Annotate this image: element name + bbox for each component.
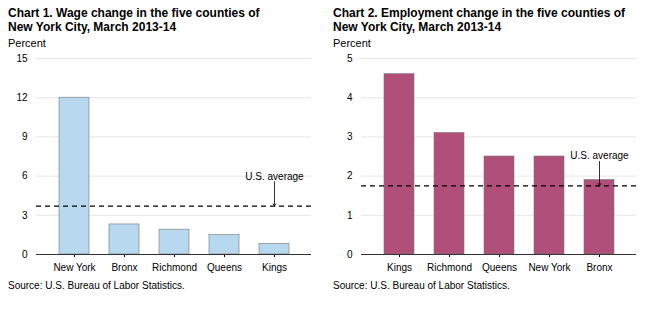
- html-text:Chart 1. Wage change in the fi: Chart 1. Wage change in the five countie…: [8, 6, 260, 20]
- svg-text:New York: New York: [53, 262, 96, 273]
- svg-text:9: 9: [22, 131, 28, 142]
- svg-text:5: 5: [347, 53, 353, 64]
- svg-text:15: 15: [16, 53, 28, 64]
- html-text:Chart 2. Employment change in: Chart 2. Employment change in the five c…: [333, 6, 626, 20]
- svg-text:3: 3: [347, 131, 353, 142]
- svg-text:New York: New York: [528, 262, 571, 273]
- svg-text:Richmond: Richmond: [427, 262, 472, 273]
- svg-text:Bronx: Bronx: [111, 262, 137, 273]
- svg-text:0: 0: [22, 249, 28, 260]
- svg-text:12: 12: [16, 92, 28, 103]
- svg-text:Queens: Queens: [207, 262, 242, 273]
- svg-text:2: 2: [347, 170, 353, 181]
- html-text:Percent: Percent: [333, 37, 371, 49]
- svg-text:1: 1: [347, 210, 353, 221]
- svg-text:Queens: Queens: [482, 262, 517, 273]
- svg-text:Richmond: Richmond: [152, 262, 197, 273]
- html-text:Percent: Percent: [8, 37, 46, 49]
- svg-text:3: 3: [22, 210, 28, 221]
- html-text:Source: U.S. Bureau of Labor S: Source: U.S. Bureau of Labor Statistics.: [8, 280, 185, 291]
- svg-text:Kings: Kings: [387, 262, 412, 273]
- html-text:Source: U.S. Bureau of Labor S: Source: U.S. Bureau of Labor Statistics.: [333, 280, 510, 291]
- html-text:New York City, March 2013-14: New York City, March 2013-14: [8, 20, 177, 34]
- html-text:New York City, March 2013-14: New York City, March 2013-14: [333, 20, 502, 34]
- svg-text:4: 4: [347, 92, 353, 103]
- svg-text:Kings: Kings: [262, 262, 287, 273]
- svg-text:U.S. average: U.S. average: [245, 171, 304, 182]
- svg-text:0: 0: [347, 249, 353, 260]
- svg-text:U.S. average: U.S. average: [570, 150, 629, 161]
- svg-text:6: 6: [22, 170, 28, 181]
- svg-text:Bronx: Bronx: [586, 262, 612, 273]
